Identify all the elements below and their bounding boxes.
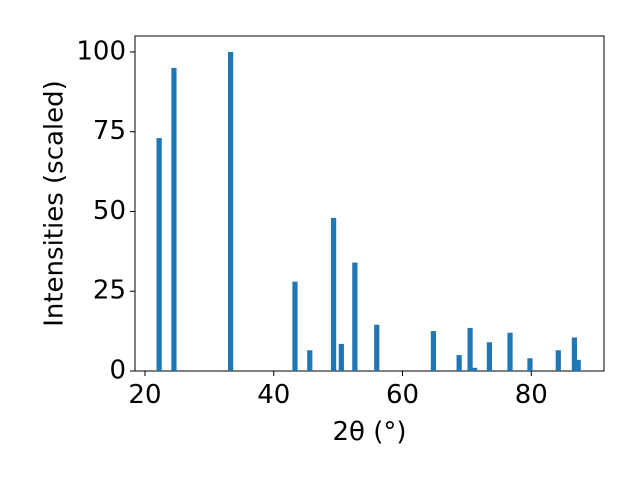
bar bbox=[555, 350, 561, 371]
bar bbox=[156, 138, 162, 371]
bar bbox=[527, 358, 533, 371]
x-tick-label: 80 bbox=[515, 380, 548, 410]
bar bbox=[456, 355, 462, 371]
bar bbox=[292, 281, 298, 371]
bar bbox=[228, 51, 234, 371]
bar bbox=[338, 343, 344, 371]
bar bbox=[171, 67, 177, 372]
bar bbox=[352, 262, 358, 371]
x-tick-label: 40 bbox=[257, 380, 290, 410]
x-axis-label: 2θ (°) bbox=[332, 417, 406, 447]
bar bbox=[486, 342, 493, 371]
bar bbox=[331, 217, 337, 371]
bar bbox=[571, 337, 577, 371]
bar bbox=[430, 331, 436, 371]
y-tick-label: 0 bbox=[109, 356, 126, 386]
x-tick-label: 20 bbox=[128, 380, 161, 410]
plot-frame bbox=[134, 35, 605, 372]
bar bbox=[507, 332, 513, 371]
bar bbox=[307, 350, 313, 371]
bar bbox=[467, 327, 473, 371]
bar bbox=[374, 324, 380, 371]
y-tick-label: 75 bbox=[93, 116, 126, 146]
bar bbox=[471, 367, 478, 371]
y-tick-label: 25 bbox=[93, 276, 126, 306]
x-tick-label: 60 bbox=[386, 380, 419, 410]
y-axis-label: Intensities (scaled) bbox=[40, 80, 70, 327]
y-tick-label: 50 bbox=[93, 196, 126, 226]
bar bbox=[575, 359, 581, 371]
y-tick-label: 100 bbox=[76, 36, 126, 66]
